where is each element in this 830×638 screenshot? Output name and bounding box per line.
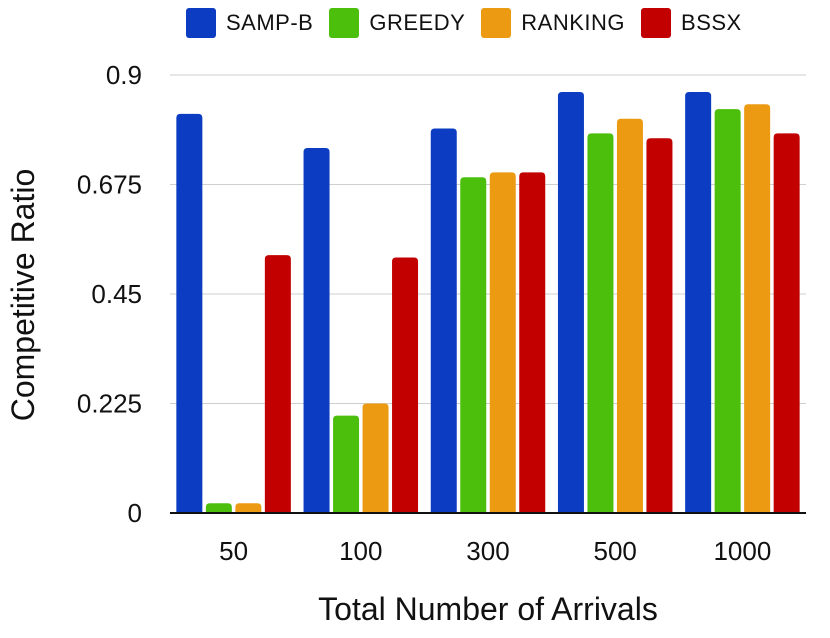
x-tick-labels: 50 100 300 500 1000 bbox=[219, 536, 771, 566]
y-tick-label: 0.675 bbox=[77, 170, 142, 200]
bar-bssx-500 bbox=[646, 138, 673, 513]
legend-label-greedy: GREEDY bbox=[369, 10, 466, 35]
legend-item-ranking: RANKING bbox=[481, 8, 625, 38]
legend: SAMP-B GREEDY RANKING BSSX bbox=[186, 8, 758, 38]
x-tick-label: 300 bbox=[466, 536, 509, 566]
bar-samp-b-500 bbox=[557, 92, 584, 514]
bars bbox=[176, 92, 800, 514]
legend-label-ranking: RANKING bbox=[521, 10, 626, 35]
x-axis-title: Total Number of Arrivals bbox=[318, 591, 658, 627]
bar-ranking-500 bbox=[616, 118, 643, 514]
bar-bssx-1000 bbox=[773, 133, 800, 513]
y-tick-labels: 0 0.225 0.45 0.675 0.9 bbox=[77, 60, 142, 528]
y-tick-label: 0 bbox=[128, 498, 142, 528]
bar-greedy-500 bbox=[587, 133, 614, 513]
bar-greedy-1000 bbox=[714, 109, 741, 514]
y-axis-title: Competitive Ratio bbox=[5, 169, 41, 422]
y-tick-label: 0.45 bbox=[91, 279, 142, 309]
bar-ranking-50 bbox=[235, 503, 262, 513]
bar-samp-b-50 bbox=[176, 113, 203, 513]
legend-swatch-ranking bbox=[481, 8, 512, 38]
bar-greedy-300 bbox=[460, 177, 487, 513]
y-tick-label: 0.9 bbox=[106, 60, 142, 90]
x-tick-label: 100 bbox=[339, 536, 382, 566]
bar-samp-b-300 bbox=[430, 128, 457, 514]
bar-bssx-100 bbox=[392, 257, 419, 513]
bar-greedy-100 bbox=[333, 415, 360, 513]
x-tick-label: 500 bbox=[594, 536, 637, 566]
bar-greedy-50 bbox=[205, 503, 232, 513]
legend-swatch-bssx bbox=[641, 8, 672, 38]
bar-ranking-300 bbox=[489, 172, 516, 514]
legend-item-bssx: BSSX bbox=[641, 8, 742, 38]
x-tick-label: 1000 bbox=[713, 536, 771, 566]
bar-bssx-300 bbox=[519, 172, 546, 514]
bar-samp-b-100 bbox=[303, 148, 330, 513]
bar-bssx-50 bbox=[264, 255, 291, 514]
legend-label-bssx: BSSX bbox=[681, 10, 742, 35]
y-tick-label: 0.225 bbox=[77, 389, 142, 419]
bar-ranking-100 bbox=[362, 403, 389, 513]
legend-item-samp-b: SAMP-B bbox=[186, 8, 313, 38]
bar-samp-b-1000 bbox=[685, 92, 712, 514]
legend-label-samp-b: SAMP-B bbox=[226, 10, 314, 35]
legend-swatch-greedy bbox=[329, 8, 360, 38]
x-tick-label: 50 bbox=[219, 536, 248, 566]
legend-item-greedy: GREEDY bbox=[329, 8, 465, 38]
legend-swatch-samp-b bbox=[186, 8, 216, 38]
bar-ranking-1000 bbox=[744, 104, 771, 513]
